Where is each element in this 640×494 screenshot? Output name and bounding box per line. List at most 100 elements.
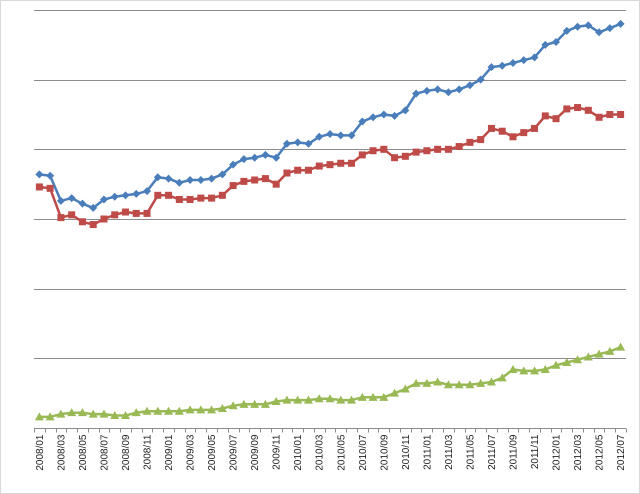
data-point	[77, 408, 87, 417]
data-point	[67, 408, 77, 417]
data-point	[56, 196, 65, 205]
data-point	[217, 403, 227, 412]
data-point	[272, 180, 280, 188]
data-point	[196, 175, 205, 184]
data-point	[35, 183, 43, 191]
data-point	[423, 147, 431, 155]
data-point	[336, 131, 345, 140]
x-tick-label: 2012/07	[616, 434, 627, 471]
data-point	[142, 406, 152, 415]
data-point	[154, 191, 162, 199]
x-tick-label: 2011/05	[465, 434, 476, 470]
data-point	[574, 104, 582, 112]
data-point	[358, 117, 367, 126]
data-point	[584, 106, 592, 114]
data-point	[282, 139, 291, 148]
series-line	[39, 346, 622, 419]
data-point	[164, 174, 173, 183]
data-point	[337, 159, 345, 167]
data-point	[379, 110, 388, 119]
data-point	[304, 166, 312, 174]
data-point	[466, 138, 474, 146]
data-point	[250, 399, 260, 408]
x-tick-label: 2008/09	[121, 434, 132, 471]
data-point	[110, 192, 119, 201]
x-tick-label: 2009/05	[207, 434, 218, 471]
data-point	[498, 127, 506, 135]
data-point	[497, 373, 507, 382]
data-point	[78, 199, 87, 208]
data-point	[165, 191, 173, 199]
data-point	[541, 112, 549, 120]
data-point	[617, 111, 625, 118]
data-point	[56, 409, 66, 418]
data-point	[132, 209, 140, 217]
data-point	[68, 211, 76, 219]
data-point	[519, 366, 529, 375]
x-tick-label: 2009/01	[164, 434, 175, 471]
data-point	[357, 392, 367, 401]
x-tick-label: 2010/05	[336, 434, 347, 471]
data-point	[412, 148, 420, 156]
data-point	[486, 377, 496, 386]
data-point	[379, 392, 389, 401]
data-point	[294, 166, 302, 174]
data-point	[46, 184, 54, 192]
x-tick-label: 2012/01	[552, 434, 563, 471]
data-point	[422, 378, 432, 387]
data-point	[175, 195, 183, 203]
data-point	[562, 358, 572, 367]
data-point	[186, 175, 195, 184]
data-point	[121, 191, 130, 200]
data-point	[131, 408, 141, 417]
data-point	[261, 175, 269, 183]
data-point	[454, 380, 464, 389]
data-point	[465, 380, 475, 389]
data-point	[411, 378, 421, 387]
data-point	[444, 145, 452, 153]
data-point	[326, 130, 334, 139]
x-tick-label: 2009/09	[250, 434, 261, 471]
data-point	[412, 89, 421, 98]
series-layer	[34, 19, 626, 421]
x-tick-label: 2008/07	[99, 434, 110, 471]
data-point	[498, 61, 507, 70]
data-point	[434, 145, 442, 153]
x-tick-label: 2011/01	[422, 434, 433, 470]
data-point	[325, 394, 335, 403]
data-point	[240, 177, 248, 185]
data-point	[239, 399, 249, 408]
x-tick-label: 2010/01	[293, 434, 304, 471]
data-point	[218, 170, 227, 179]
data-point	[487, 124, 495, 132]
data-point	[57, 214, 65, 222]
data-point	[348, 159, 356, 167]
data-point	[45, 412, 55, 421]
x-tick-label: 2011/07	[487, 434, 498, 470]
data-point	[250, 153, 259, 162]
data-point	[132, 189, 141, 198]
x-tick-label: 2008/05	[78, 434, 89, 471]
data-point	[99, 195, 108, 204]
series-2	[35, 104, 625, 229]
data-point	[552, 38, 561, 47]
x-tick-label: 2010/03	[315, 434, 326, 471]
data-point	[153, 173, 162, 182]
data-point	[530, 366, 540, 375]
data-point	[304, 139, 313, 148]
data-point	[583, 352, 593, 361]
data-point	[89, 203, 98, 212]
data-point	[100, 215, 108, 223]
x-tick-label: 2009/11	[272, 434, 283, 470]
data-point	[487, 63, 496, 72]
x-tick-label: 2011/03	[444, 434, 455, 470]
x-tick-label: 2012/03	[573, 434, 584, 471]
data-point	[465, 81, 474, 90]
data-point	[541, 40, 550, 49]
data-point	[509, 133, 517, 141]
data-point	[293, 395, 303, 404]
data-point	[595, 113, 603, 121]
data-point	[283, 169, 291, 177]
data-point	[540, 364, 550, 373]
data-point	[477, 136, 485, 144]
